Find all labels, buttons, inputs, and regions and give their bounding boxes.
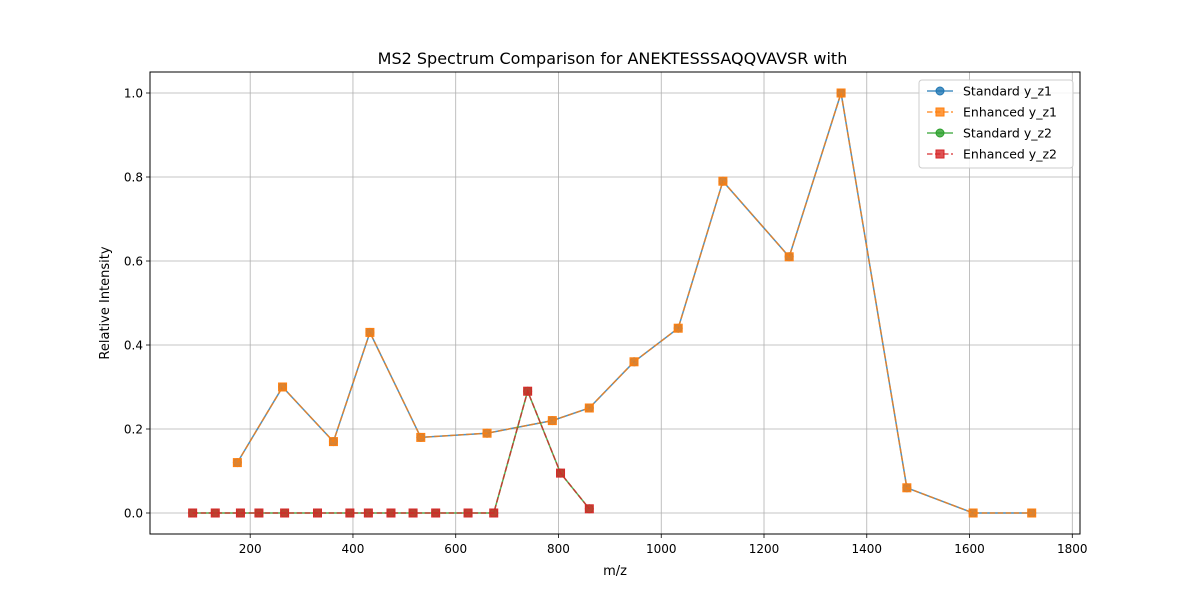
x-tick-label: 1600 xyxy=(954,542,985,556)
series-enhanced-y-z2 xyxy=(188,386,594,518)
data-point xyxy=(345,508,355,518)
data-point xyxy=(363,508,373,518)
data-point xyxy=(584,504,594,514)
series-line xyxy=(192,388,590,514)
data-point xyxy=(416,432,426,442)
data-point xyxy=(489,508,499,518)
data-point xyxy=(280,508,290,518)
data-point xyxy=(482,428,492,438)
data-point xyxy=(523,386,533,396)
legend-label: Standard y_z2 xyxy=(963,126,1052,141)
data-point xyxy=(718,176,728,186)
series-line xyxy=(236,92,1032,514)
y-tick-label: 1.0 xyxy=(124,87,143,101)
data-point xyxy=(556,468,566,478)
chart-title: MS2 Spectrum Comparison for ANEKTESSSAQQ… xyxy=(378,49,848,68)
legend-item: Enhanced y_z1 xyxy=(927,105,1057,120)
series-enhanced-y-z1 xyxy=(232,88,1037,518)
data-point xyxy=(232,458,242,468)
legend-label: Enhanced y_z2 xyxy=(963,147,1057,162)
data-point xyxy=(365,327,375,337)
data-point xyxy=(1027,508,1037,518)
y-tick-label: 0.4 xyxy=(124,339,143,353)
data-point xyxy=(784,252,794,262)
tick-layer: 200 400 600 800 1000 1200 1400 1600 1800 0.0 0.2 0.… xyxy=(124,87,1088,557)
data-point xyxy=(673,323,683,333)
data-point xyxy=(836,88,846,98)
data-point xyxy=(463,508,473,518)
legend-marker xyxy=(935,128,945,138)
data-point xyxy=(328,437,338,447)
data-point xyxy=(235,508,245,518)
y-tick-label: 0.2 xyxy=(124,423,143,437)
y-tick-label: 0.6 xyxy=(124,255,143,269)
legend: Standard y_z1 Enhanced y_z1 Standard y_z2 E… xyxy=(918,79,1074,169)
x-tick-label: 400 xyxy=(342,542,365,556)
legend-item: Standard y_z2 xyxy=(927,126,1052,141)
data-point xyxy=(547,416,557,426)
x-tick-label: 600 xyxy=(444,542,467,556)
legend-marker xyxy=(935,86,945,96)
legend-box xyxy=(918,79,1074,169)
data-point xyxy=(210,508,220,518)
data-point xyxy=(408,508,418,518)
legend-label: Enhanced y_z1 xyxy=(963,105,1057,120)
data-point xyxy=(968,508,978,518)
x-tick-label: 800 xyxy=(547,542,570,556)
data-point xyxy=(313,508,323,518)
legend-item: Enhanced y_z2 xyxy=(927,147,1057,162)
data-point xyxy=(188,508,198,518)
data-layer xyxy=(188,88,1037,518)
x-tick-label: 1200 xyxy=(749,542,780,556)
data-point xyxy=(254,508,264,518)
data-point xyxy=(584,403,594,413)
data-point xyxy=(278,382,288,392)
x-axis-label: m/z xyxy=(603,564,627,579)
data-point xyxy=(386,508,396,518)
data-point xyxy=(431,508,441,518)
data-point xyxy=(629,357,639,367)
x-tick-label: 1800 xyxy=(1057,542,1088,556)
data-point xyxy=(902,483,912,493)
legend-marker xyxy=(935,149,945,159)
plot-frame xyxy=(149,71,1081,535)
x-tick-label: 200 xyxy=(239,542,262,556)
y-axis-label: Relative Intensity xyxy=(98,246,113,359)
legend-marker xyxy=(935,107,945,117)
legend-item: Standard y_z1 xyxy=(927,84,1052,99)
x-tick-label: 1400 xyxy=(851,542,882,556)
legend-label: Standard y_z1 xyxy=(963,84,1052,99)
x-tick-label: 1000 xyxy=(646,542,677,556)
y-tick-label: 0.8 xyxy=(124,171,143,185)
y-tick-label: 0.0 xyxy=(124,507,143,521)
